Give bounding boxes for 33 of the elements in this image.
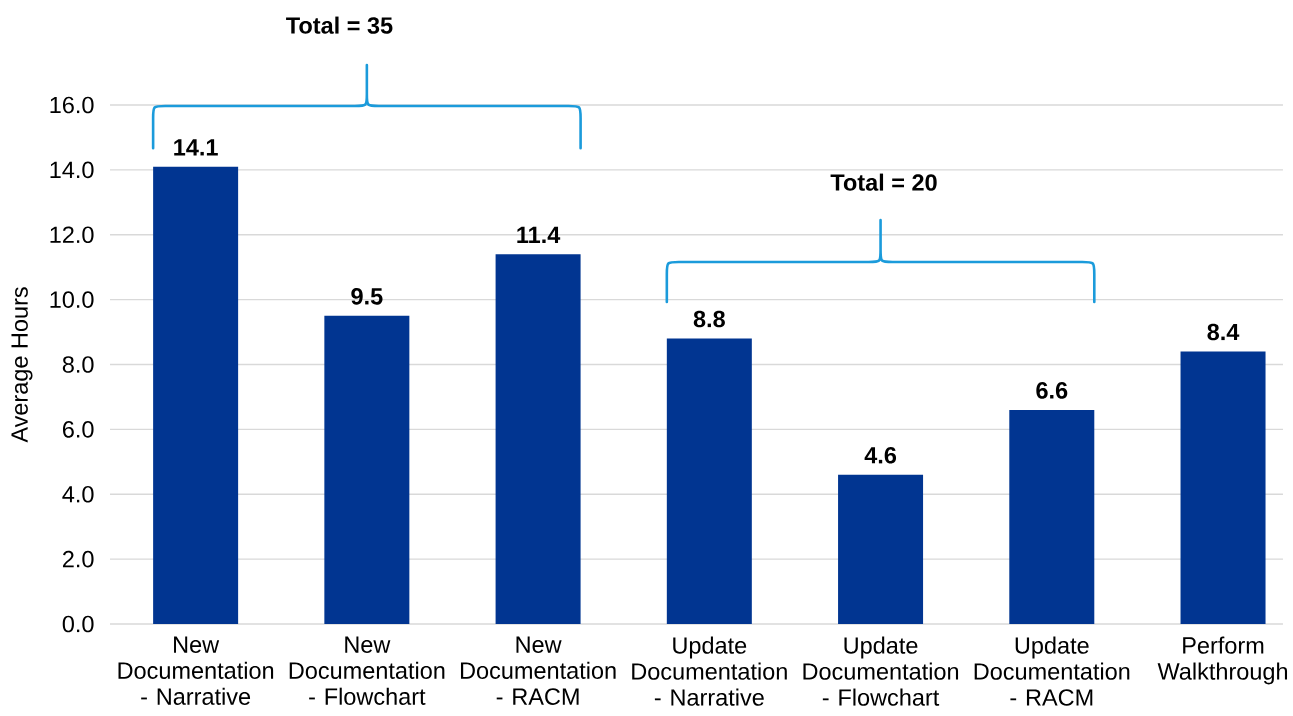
y-tick-label: 10.0 xyxy=(50,291,94,308)
text: Total = 35 xyxy=(286,16,393,34)
bar xyxy=(1009,409,1095,624)
y-axis-title: Average Hours xyxy=(11,287,33,443)
y-tick-label: 8.0 xyxy=(62,356,94,373)
y-tick-label: 4.0 xyxy=(62,485,94,503)
bar xyxy=(838,474,924,624)
data-label: 9.5 xyxy=(351,288,383,305)
data-label: 14.1 xyxy=(174,139,218,156)
bar xyxy=(1180,351,1266,624)
y-tick-label: 2.0 xyxy=(62,550,94,568)
x-tick-label: Perform Walkthrough xyxy=(1157,636,1288,685)
y-tick-label: 16.0 xyxy=(50,96,94,114)
annotation: Total = 20 xyxy=(830,173,937,191)
data-label: 4.6 xyxy=(864,446,897,464)
x-tick-label: Update Documentation - Narrative xyxy=(632,636,787,706)
data-label: 8.8 xyxy=(693,310,725,328)
x-tick-label: New Documentation - Narrative xyxy=(118,636,274,705)
y-tick-label: 0.0 xyxy=(62,615,94,633)
data-label: 8.4 xyxy=(1207,323,1240,341)
x-tick-label: New Documentation - RACM xyxy=(460,636,616,705)
x-tick-label: Update Documentation - Flowchart xyxy=(803,636,959,706)
x-tick-label: Update Documentation - RACM xyxy=(974,636,1130,706)
data-label: 6.6 xyxy=(1036,382,1068,399)
bar xyxy=(153,166,239,624)
y-tick-label: 6.0 xyxy=(62,421,94,438)
data-label: 11.4 xyxy=(517,226,561,244)
bar xyxy=(324,315,410,624)
bar xyxy=(495,254,581,624)
y-tick-label: 12.0 xyxy=(50,226,94,244)
y-tick-label: 14.0 xyxy=(50,161,94,179)
x-tick-label: New Documentation - Flowchart xyxy=(289,636,445,705)
bar xyxy=(666,338,752,624)
